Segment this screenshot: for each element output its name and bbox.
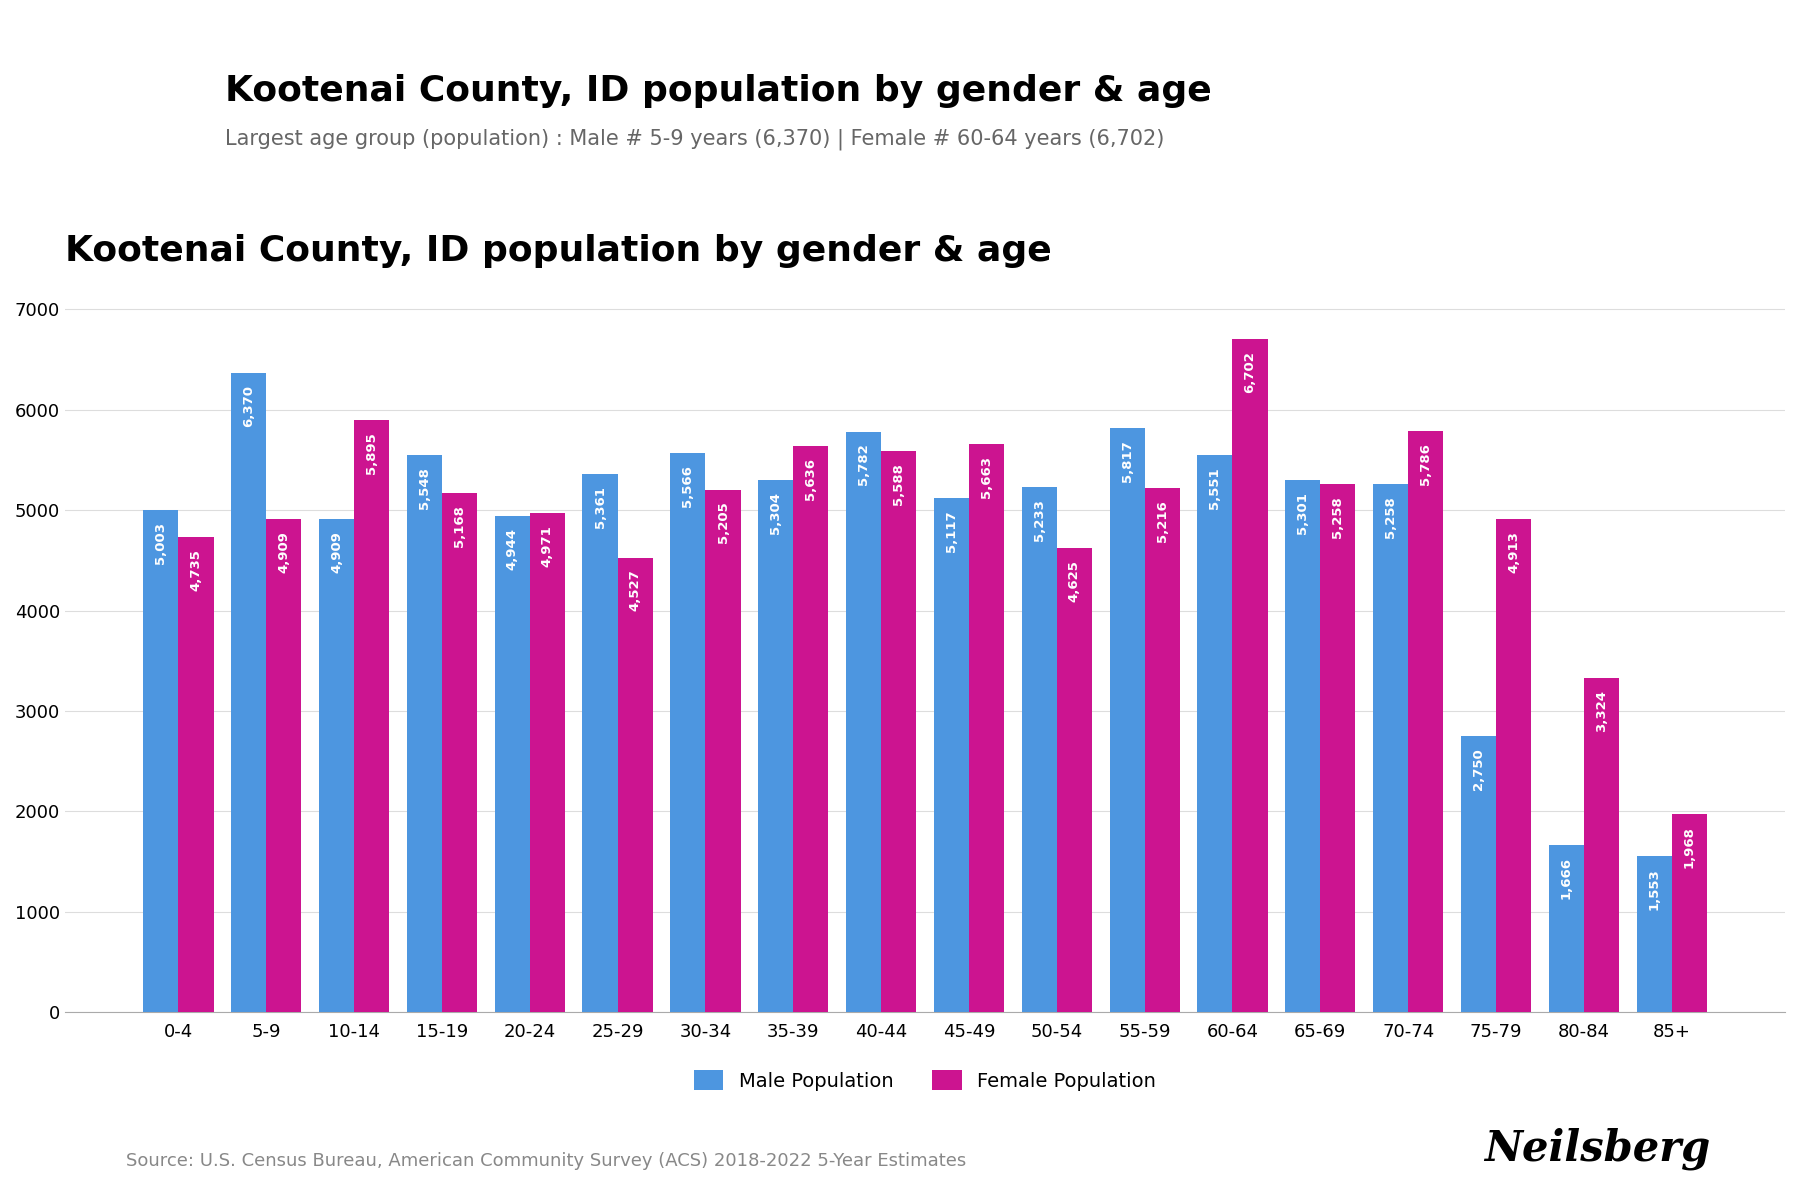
Bar [706, 490, 740, 1012]
Bar [1233, 340, 1267, 1012]
Text: 5,895: 5,895 [365, 432, 378, 474]
Text: 5,588: 5,588 [893, 463, 905, 505]
Text: 5,205: 5,205 [716, 502, 729, 544]
Text: 5,361: 5,361 [594, 486, 607, 528]
Text: 5,117: 5,117 [945, 510, 958, 552]
Bar [1496, 518, 1532, 1012]
Bar [1321, 485, 1355, 1012]
Bar [758, 480, 794, 1012]
Text: 5,216: 5,216 [1156, 500, 1168, 542]
Text: Kootenai County, ID population by gender & age: Kootenai County, ID population by gender… [65, 234, 1051, 268]
Text: 1,553: 1,553 [1647, 868, 1661, 910]
Text: 4,909: 4,909 [277, 532, 290, 574]
Bar [443, 493, 477, 1012]
Bar [1109, 428, 1145, 1012]
Bar [1548, 845, 1584, 1012]
Bar [1373, 485, 1408, 1012]
Bar [583, 474, 617, 1012]
Text: 4,913: 4,913 [1507, 530, 1519, 572]
Bar [495, 516, 529, 1012]
Text: Largest age group (population) : Male # 5-9 years (6,370) | Female # 60-64 years: Largest age group (population) : Male # … [225, 128, 1165, 150]
Text: 6,370: 6,370 [243, 385, 256, 427]
Bar [144, 510, 178, 1012]
Text: 5,786: 5,786 [1418, 443, 1433, 485]
Bar [882, 451, 916, 1012]
Text: 5,168: 5,168 [454, 505, 466, 547]
Bar [1636, 856, 1672, 1012]
Bar [1197, 455, 1233, 1012]
Bar [1057, 547, 1093, 1012]
Text: 1,666: 1,666 [1561, 857, 1573, 899]
Text: 4,944: 4,944 [506, 528, 518, 570]
Text: 5,258: 5,258 [1384, 497, 1397, 538]
Text: 5,304: 5,304 [769, 492, 783, 534]
Text: Source: U.S. Census Bureau, American Community Survey (ACS) 2018-2022 5-Year Est: Source: U.S. Census Bureau, American Com… [126, 1152, 967, 1170]
Text: 4,527: 4,527 [628, 570, 641, 612]
Bar [355, 420, 389, 1012]
Text: 5,636: 5,636 [805, 458, 817, 500]
Bar [178, 536, 214, 1012]
Text: Kootenai County, ID population by gender & age: Kootenai County, ID population by gender… [225, 74, 1211, 108]
Text: 5,782: 5,782 [857, 444, 869, 486]
Bar [1672, 815, 1706, 1012]
Bar [529, 514, 565, 1012]
Legend: Male Population, Female Population: Male Population, Female Population [686, 1063, 1165, 1099]
Text: 5,548: 5,548 [418, 467, 430, 509]
Text: 3,324: 3,324 [1595, 690, 1607, 732]
Bar [1285, 480, 1321, 1012]
Bar [266, 520, 301, 1012]
Bar [1462, 736, 1496, 1012]
Bar [617, 558, 653, 1012]
Text: 5,301: 5,301 [1296, 492, 1309, 534]
Text: 5,003: 5,003 [155, 522, 167, 564]
Text: 6,702: 6,702 [1244, 352, 1256, 394]
Text: 5,663: 5,663 [979, 456, 994, 498]
Bar [934, 498, 968, 1012]
Bar [846, 432, 882, 1012]
Text: 5,566: 5,566 [682, 466, 695, 508]
Bar [1022, 487, 1057, 1012]
Text: 2,750: 2,750 [1472, 748, 1485, 790]
Bar [319, 520, 355, 1012]
Bar [1145, 488, 1179, 1012]
Text: 5,233: 5,233 [1033, 499, 1046, 541]
Text: 5,551: 5,551 [1208, 467, 1222, 509]
Bar [794, 446, 828, 1012]
Text: 5,258: 5,258 [1332, 497, 1345, 538]
Text: 5,817: 5,817 [1121, 440, 1134, 482]
Bar [968, 444, 1004, 1012]
Bar [1408, 431, 1444, 1012]
Text: 4,625: 4,625 [1067, 560, 1080, 601]
Bar [407, 455, 443, 1012]
Text: 4,971: 4,971 [540, 526, 554, 566]
Bar [1584, 678, 1618, 1012]
Bar [230, 373, 266, 1012]
Text: Neilsberg: Neilsberg [1483, 1128, 1710, 1170]
Text: 4,909: 4,909 [329, 532, 344, 574]
Text: 4,735: 4,735 [189, 548, 202, 590]
Bar [670, 454, 706, 1012]
Text: 1,968: 1,968 [1683, 827, 1696, 869]
